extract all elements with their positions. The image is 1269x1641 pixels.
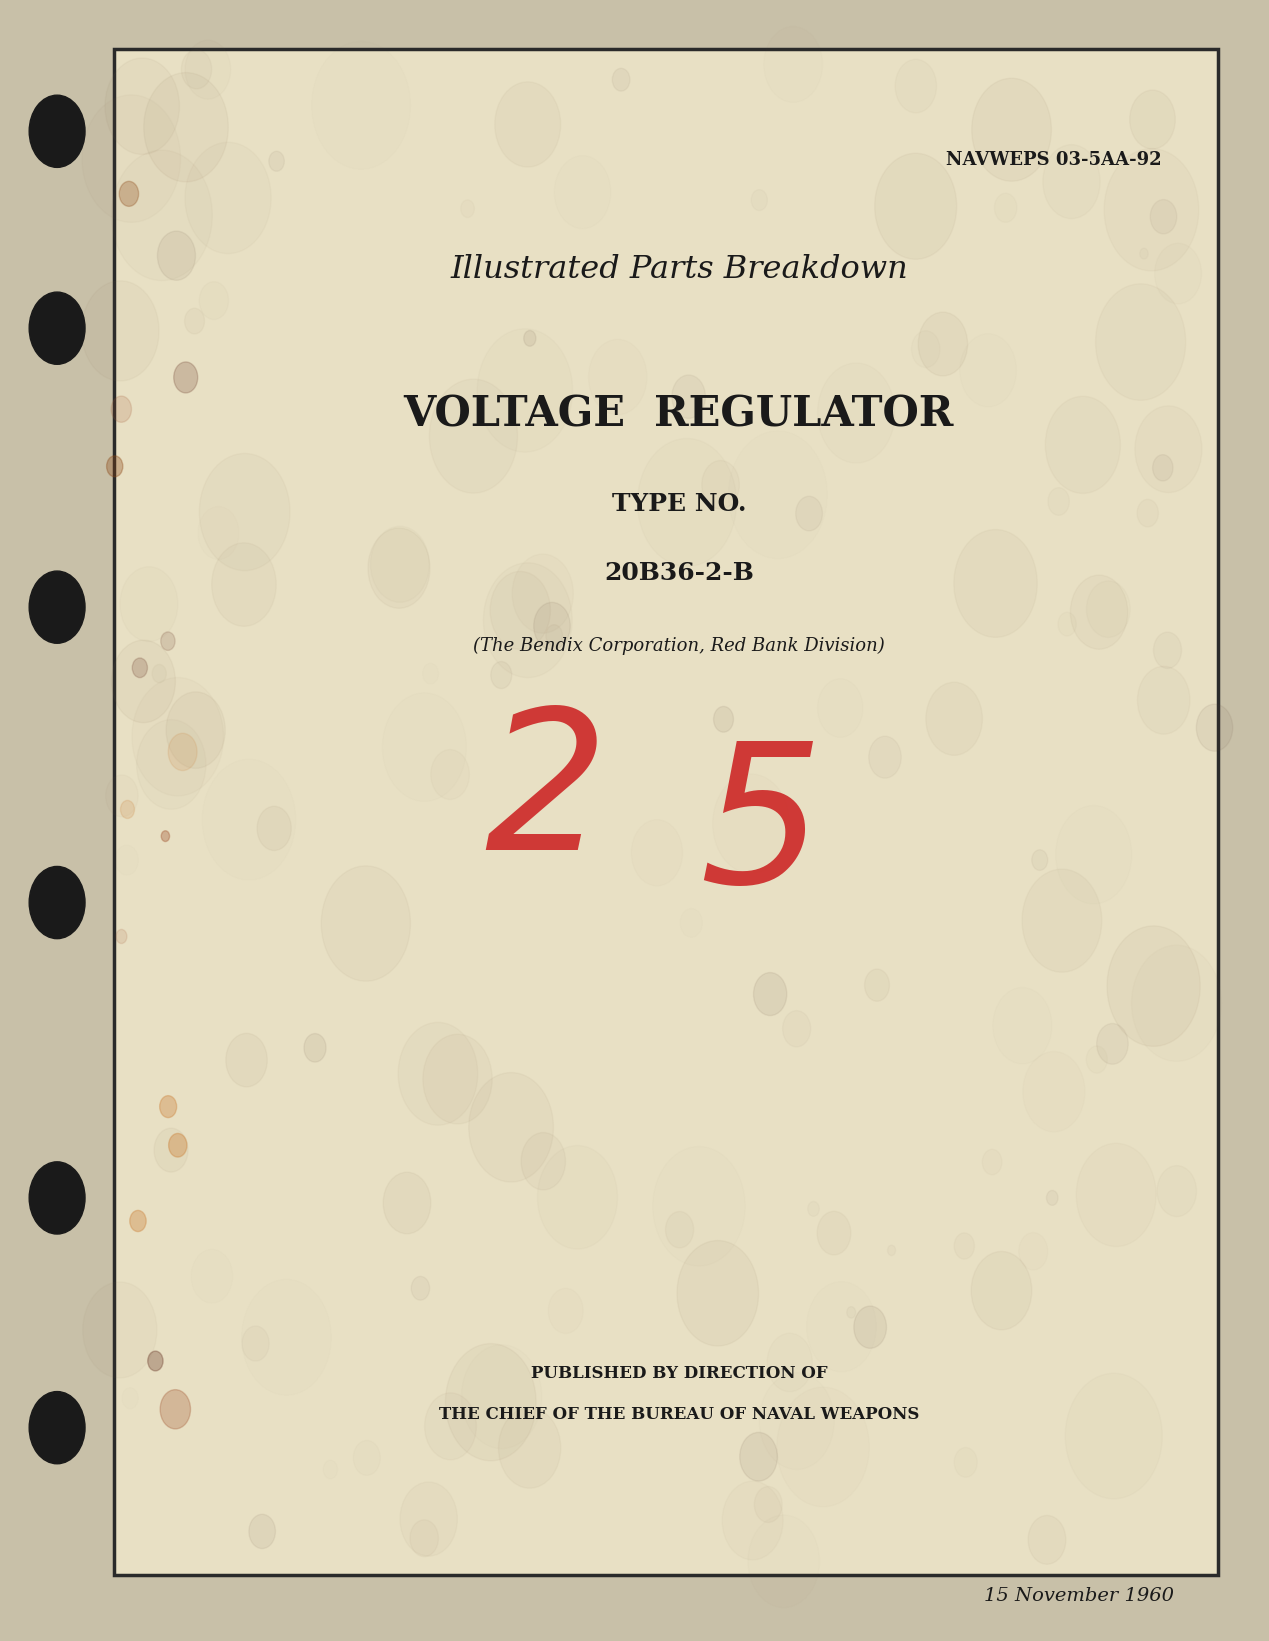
Circle shape — [29, 1162, 85, 1234]
Circle shape — [383, 1172, 430, 1234]
Circle shape — [143, 72, 228, 182]
Circle shape — [107, 456, 123, 478]
Circle shape — [258, 806, 292, 850]
Circle shape — [121, 801, 135, 819]
Circle shape — [29, 95, 85, 167]
Circle shape — [160, 1390, 190, 1429]
Circle shape — [534, 602, 570, 650]
Circle shape — [161, 632, 175, 650]
Text: NAVWEPS 03-5AA-92: NAVWEPS 03-5AA-92 — [945, 151, 1161, 169]
Circle shape — [524, 330, 536, 346]
Circle shape — [169, 1134, 187, 1157]
Circle shape — [29, 571, 85, 643]
Circle shape — [854, 1306, 887, 1349]
Circle shape — [1096, 1024, 1128, 1065]
Text: Illustrated Parts Breakdown: Illustrated Parts Breakdown — [450, 254, 907, 286]
Circle shape — [754, 973, 787, 1016]
Circle shape — [112, 640, 175, 722]
Text: 2: 2 — [483, 702, 608, 889]
Circle shape — [115, 929, 127, 944]
Circle shape — [919, 312, 967, 376]
Circle shape — [1028, 1515, 1066, 1564]
Text: PUBLISHED BY DIRECTION OF: PUBLISHED BY DIRECTION OF — [530, 1365, 827, 1382]
Text: VOLTAGE  REGULATOR: VOLTAGE REGULATOR — [404, 394, 954, 437]
Circle shape — [1129, 90, 1175, 149]
Circle shape — [740, 1433, 778, 1482]
Circle shape — [522, 1132, 566, 1190]
Circle shape — [874, 153, 957, 259]
Circle shape — [105, 57, 179, 154]
Circle shape — [157, 231, 195, 281]
Circle shape — [129, 1211, 146, 1232]
Circle shape — [147, 1351, 162, 1370]
Circle shape — [154, 1127, 188, 1172]
Circle shape — [119, 181, 138, 207]
Circle shape — [468, 1073, 553, 1182]
Circle shape — [1197, 704, 1232, 752]
Circle shape — [368, 528, 430, 609]
Circle shape — [29, 292, 85, 364]
FancyBboxPatch shape — [114, 49, 1218, 1575]
Circle shape — [972, 79, 1052, 181]
Circle shape — [249, 1515, 275, 1549]
Text: TYPE NO.: TYPE NO. — [612, 492, 746, 517]
Circle shape — [112, 395, 132, 422]
Circle shape — [1107, 926, 1200, 1047]
Circle shape — [226, 1034, 268, 1086]
Circle shape — [321, 866, 410, 981]
Circle shape — [864, 970, 890, 1001]
Text: 20B36-2-B: 20B36-2-B — [604, 561, 754, 586]
Circle shape — [29, 1392, 85, 1464]
Circle shape — [971, 1252, 1032, 1329]
Text: THE CHIEF OF THE BUREAU OF NAVAL WEAPONS: THE CHIEF OF THE BUREAU OF NAVAL WEAPONS — [439, 1406, 919, 1423]
Circle shape — [1152, 455, 1173, 481]
Circle shape — [445, 1344, 536, 1460]
Circle shape — [132, 658, 147, 678]
Circle shape — [169, 734, 197, 771]
Circle shape — [305, 1034, 326, 1062]
Circle shape — [160, 1096, 176, 1118]
Circle shape — [174, 363, 198, 392]
Text: 5: 5 — [699, 735, 824, 922]
Text: (The Bendix Corporation, Red Bank Division): (The Bendix Corporation, Red Bank Divisi… — [473, 637, 884, 655]
Circle shape — [29, 866, 85, 939]
Circle shape — [713, 706, 733, 732]
Circle shape — [166, 693, 226, 768]
Circle shape — [678, 1241, 759, 1346]
Text: 15 November 1960: 15 November 1960 — [983, 1587, 1174, 1605]
Circle shape — [671, 376, 706, 418]
Circle shape — [161, 830, 170, 842]
